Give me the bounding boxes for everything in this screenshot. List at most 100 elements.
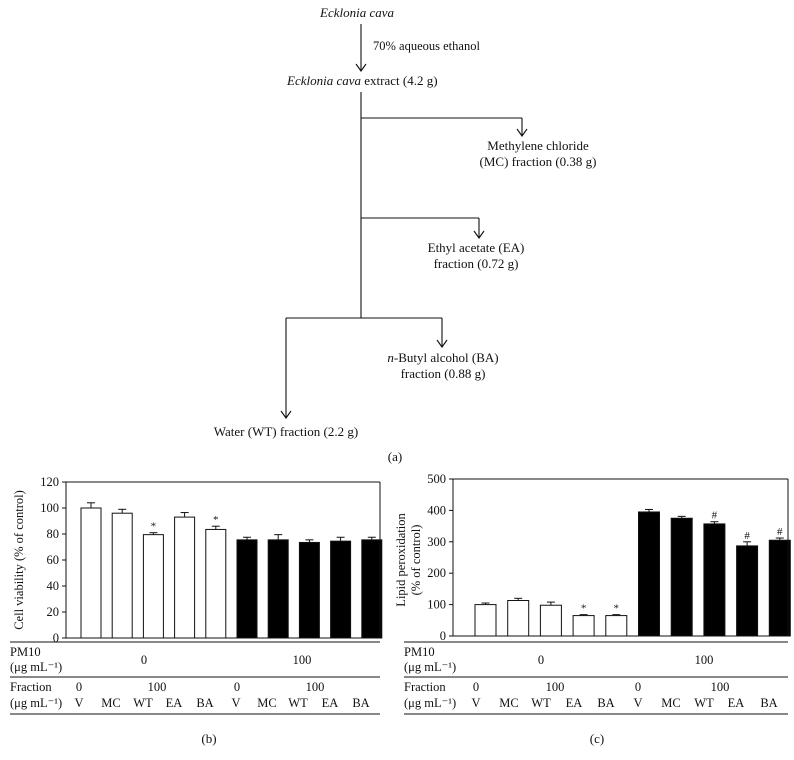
group-label: V [471, 696, 480, 710]
bar-ba-pm10 [361, 539, 383, 639]
y-axis-label: Cell viability (% of control) [12, 490, 26, 630]
group-label: BA [597, 696, 614, 710]
bar-mc-control [507, 600, 530, 637]
y-axis-label-line2: (% of control) [409, 525, 423, 596]
y-tick-label: 20 [47, 605, 60, 619]
bar-wt-pm10 [703, 523, 726, 637]
lipid-peroxidation-chart: Lipid peroxidation (% of control) 010020… [394, 472, 791, 746]
pm10-value: 0 [538, 653, 544, 667]
solvent-label: 70% aqueous ethanol [373, 39, 480, 53]
fraction-conc: 0 [473, 680, 479, 694]
bar-mc-pm10 [670, 517, 693, 637]
pm10-unit: (μg mL⁻¹) [404, 660, 456, 674]
bar-wt-control [142, 534, 164, 639]
group-label: V [74, 696, 83, 710]
arrowhead-icon [355, 63, 367, 72]
extract-species: Ecklonia cava [286, 73, 361, 88]
bar-ea-pm10 [736, 545, 759, 637]
significance-mark: # [777, 526, 783, 538]
significance-mark: # [712, 510, 718, 522]
y-tick-label: 80 [47, 527, 60, 541]
group-label: EA [166, 696, 183, 710]
y-tick-label: 200 [427, 566, 446, 580]
fraction-conc: 100 [711, 680, 730, 694]
bar-v-pm10 [638, 511, 660, 637]
group-label: WT [531, 696, 551, 710]
group-label: V [231, 696, 240, 710]
bar-ba-pm10 [768, 539, 791, 637]
extract-label: Ecklonia cava extract (4.2 g) [286, 73, 438, 88]
y-tick-label: 500 [427, 472, 446, 486]
group-label: WT [288, 696, 308, 710]
y-tick-label: 300 [427, 535, 446, 549]
group-label: MC [257, 696, 276, 710]
fraction-conc: 0 [76, 680, 82, 694]
ba-label-line1: n-Butyl alcohol (BA) [387, 350, 498, 365]
y-tick-label: 120 [40, 475, 59, 489]
group-label: WT [694, 696, 714, 710]
pm10-value: 100 [695, 653, 714, 667]
group-label: BA [760, 696, 777, 710]
ba-rest: -Butyl alcohol (BA) [394, 350, 499, 365]
mc-label-line2: (MC) fraction (0.38 g) [480, 154, 597, 169]
ea-label-line2: fraction (0.72 g) [434, 256, 519, 271]
pm10-label: PM10 [10, 645, 41, 659]
group-label: MC [499, 696, 518, 710]
significance-mark: * [581, 603, 587, 615]
group-label: MC [661, 696, 680, 710]
extract-amount: extract (4.2 g) [361, 73, 438, 88]
mc-label-line1: Methylene chloride [487, 138, 589, 153]
panel-a-label: (a) [388, 449, 402, 464]
arrowhead-icon [516, 128, 528, 137]
y-tick-label: 100 [40, 501, 59, 515]
bar-ba-control [205, 528, 227, 639]
bar-v-pm10 [236, 539, 258, 639]
bar-mc-control [111, 512, 133, 639]
y-axis-ticks: 0 100 200 300 400 500 [427, 472, 453, 643]
significance-mark: * [614, 603, 620, 615]
y-tick-label: 100 [427, 598, 446, 612]
ba-label-line2: fraction (0.88 g) [401, 366, 486, 381]
fraction-conc: 100 [546, 680, 565, 694]
fraction-conc: 100 [148, 680, 167, 694]
panel-c-label: (c) [590, 731, 604, 746]
fraction-label: Fraction [10, 680, 52, 694]
group-label: WT [133, 696, 153, 710]
y-tick-label: 40 [47, 579, 60, 593]
arrowhead-icon [436, 339, 448, 348]
group-label: EA [728, 696, 745, 710]
arrowhead-icon [473, 230, 485, 239]
bar-ea-pm10 [330, 540, 352, 639]
y-axis-ticks: 0 20 40 60 80 100 120 [40, 475, 66, 645]
y-tick-label: 60 [47, 553, 60, 567]
group-label: BA [352, 696, 369, 710]
bar-wt-pm10 [298, 541, 320, 639]
group-label: MC [101, 696, 120, 710]
arrowhead-icon [280, 410, 292, 419]
y-axis-label-line1: Lipid peroxidation [394, 513, 408, 607]
bar-ea-control [572, 615, 595, 637]
group-label: EA [566, 696, 583, 710]
fraction-conc: 0 [635, 680, 641, 694]
significance-mark: # [744, 530, 750, 542]
fraction-unit: (μg mL⁻¹) [10, 696, 62, 710]
group-labels: V MC WT EA BA V MC WT EA BA [471, 696, 777, 710]
group-label: V [633, 696, 642, 710]
fractionation-flowchart: Ecklonia cava 70% aqueous ethanol Ecklon… [214, 5, 597, 464]
pm10-label: PM10 [404, 645, 435, 659]
bar-mc-pm10 [267, 539, 289, 639]
bar-ba-control [605, 615, 628, 637]
wt-label: Water (WT) fraction (2.2 g) [214, 424, 358, 439]
ea-label-line1: Ethyl acetate (EA) [428, 240, 525, 255]
bar-series: ** [80, 502, 383, 639]
bar-ea-control [174, 516, 196, 639]
significance-mark: * [213, 514, 219, 526]
y-tick-label: 400 [427, 503, 446, 517]
panel-b-label: (b) [201, 731, 216, 746]
pm10-value: 0 [141, 653, 147, 667]
bar-series: * * # # # [474, 508, 791, 637]
cell-viability-chart: Cell viability (% of control) 0 20 40 60 80 1… [10, 475, 383, 746]
bar-v-control [80, 507, 102, 639]
ba-prefix: n [387, 350, 394, 365]
